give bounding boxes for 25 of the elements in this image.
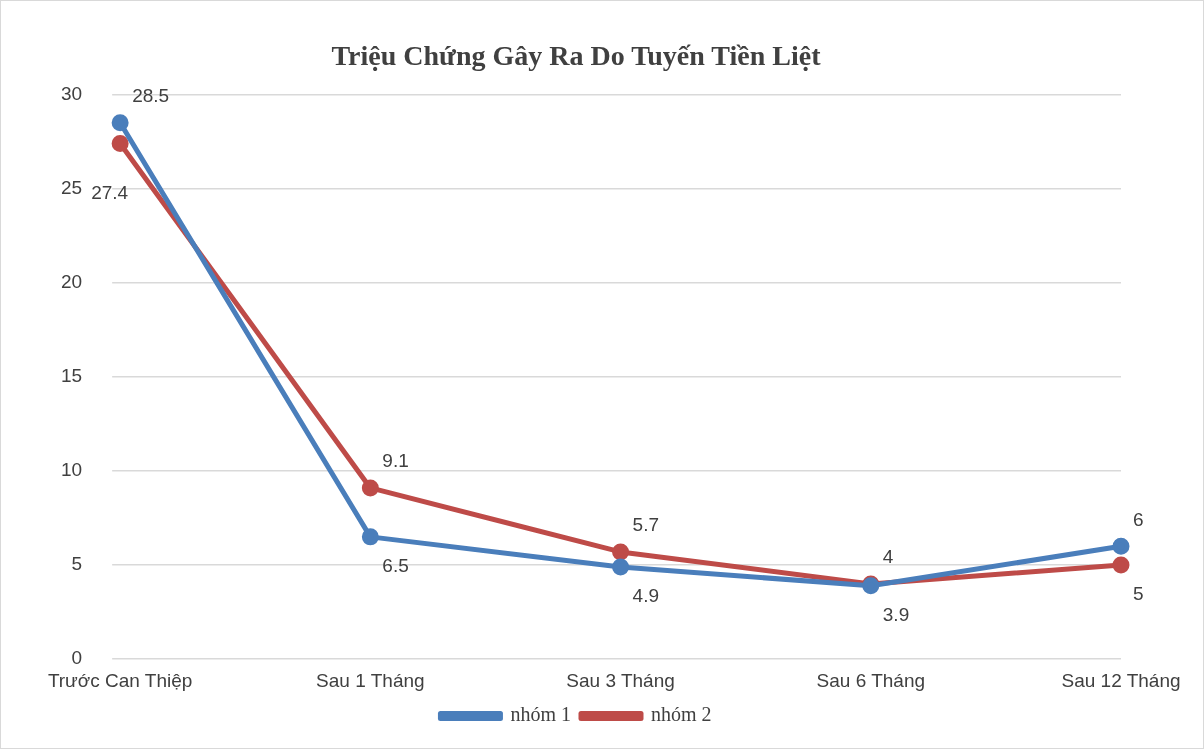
- data-label: 6.5: [382, 555, 409, 577]
- y-tick-label: 25: [60, 176, 83, 198]
- y-tick-label: 0: [71, 647, 83, 669]
- y-tick-label: 15: [60, 365, 83, 387]
- x-tick-label: Sau 12 Tháng: [1061, 669, 1181, 691]
- data-label: 5: [1133, 583, 1144, 605]
- data-label: 27.4: [91, 181, 129, 203]
- data-label: 9.1: [382, 450, 409, 472]
- data-label: 5.7: [632, 514, 659, 536]
- legend-label: nhóm 2: [651, 703, 712, 726]
- x-tick-label: Sau 3 Tháng: [566, 669, 675, 691]
- y-tick-label: 10: [60, 459, 83, 481]
- legend-label: nhóm 1: [510, 703, 572, 726]
- y-tick-label: 20: [60, 271, 83, 293]
- data-label: 4.9: [632, 585, 659, 607]
- y-tick-label: 30: [60, 82, 83, 104]
- data-label: 6: [1133, 508, 1144, 530]
- data-label: 28.5: [132, 85, 170, 107]
- x-tick-label: Sau 6 Tháng: [816, 669, 926, 691]
- data-label: 3.9: [882, 604, 910, 626]
- x-tick-label: Sau 1 Tháng: [316, 669, 425, 691]
- chart-title: Triệu Chứng Gây Ra Do Tuyến Tiền Liệt: [331, 40, 822, 72]
- x-tick-label: Trước Can Thiệp: [47, 669, 193, 691]
- y-tick-label: 5: [71, 553, 83, 575]
- data-label: 4: [882, 546, 894, 568]
